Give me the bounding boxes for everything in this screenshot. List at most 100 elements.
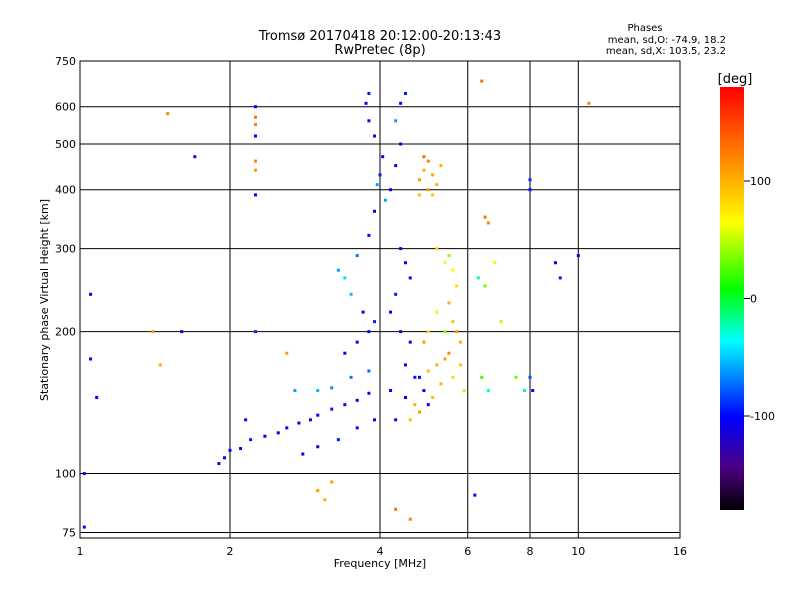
data-point [435,183,439,187]
data-point [343,276,347,280]
data-point [422,340,426,344]
data-point [361,310,365,314]
data-point [422,155,426,159]
data-point [443,330,447,334]
data-points [82,79,591,529]
data-point [158,363,162,367]
data-point [253,123,257,127]
data-point [383,198,387,202]
x-tick-label: 2 [227,545,234,558]
data-point [394,164,398,168]
data-point [82,525,86,529]
data-point [389,310,393,314]
data-point [89,357,93,361]
data-point [399,101,403,105]
stats-line-x: mean, sd,X: 103.5, 23.2 [606,46,726,57]
data-point [367,391,371,395]
data-point [486,389,490,393]
data-point [378,173,382,177]
data-point [323,498,327,502]
data-point [349,375,353,379]
data-point [431,193,435,197]
data-point [253,159,257,163]
data-point [253,168,257,172]
colorbar-tick-label: -100 [750,410,775,423]
data-point [355,398,359,402]
data-point [375,183,379,187]
data-point [435,247,439,251]
data-point [166,112,170,116]
data-point [447,301,451,305]
data-point [587,101,591,105]
data-point [228,448,232,452]
data-point [426,159,430,163]
data-point [447,254,451,258]
data-point [413,375,417,379]
data-point [263,434,267,438]
data-point [394,507,398,511]
data-point [336,268,340,272]
data-point [330,407,334,411]
data-point [367,91,371,95]
data-point [253,193,257,197]
data-point [394,418,398,422]
data-point [253,330,257,334]
data-point [476,276,480,280]
y-tick-label: 500 [55,138,76,151]
data-point [373,209,377,213]
colorbar-ticks: 100 0 -100 [744,175,775,423]
data-point [399,142,403,146]
x-axis-label: Frequency [MHz] [334,557,426,570]
data-point [389,188,393,192]
data-point [253,115,257,119]
data-point [355,254,359,258]
chart-subtitle: RwPretec (8p) [334,43,425,58]
data-point [151,330,155,334]
y-tick-label: 100 [55,468,76,481]
data-point [253,105,257,109]
data-point [343,351,347,355]
data-point [480,79,484,83]
data-point [316,489,320,493]
data-point [394,292,398,296]
data-point [403,395,407,399]
data-point [355,340,359,344]
y-axis-label: Stationary phase Virtual Height [km] [38,199,51,401]
chart-title: Tromsø 20170418 20:12:00-20:13:43 [258,29,501,44]
data-point [443,261,447,265]
data-point [431,173,435,177]
data-point [367,119,371,123]
data-point [426,369,430,373]
data-point [239,447,243,451]
data-point [458,340,462,344]
data-point [514,375,518,379]
data-point [483,215,487,219]
y-tick-label: 600 [55,101,76,114]
data-point [367,330,371,334]
x-axis-ticks: 1 2 4 6 8 10 16 [77,545,688,558]
data-point [285,351,289,355]
data-point [330,480,334,484]
x-tick-label: 10 [571,545,585,558]
data-point [355,426,359,430]
data-point [422,168,426,172]
data-point [528,375,532,379]
data-point [180,330,184,334]
data-point [399,330,403,334]
x-tick-label: 6 [464,545,471,558]
data-point [367,233,371,237]
data-point [223,456,227,460]
data-point [285,426,289,430]
colorbar [720,87,744,510]
data-point [343,403,347,407]
colorbar-tick-label: 0 [750,293,757,306]
data-point [451,320,455,324]
data-point [455,330,459,334]
data-point [493,261,497,265]
data-point [486,221,490,225]
data-point [373,320,377,324]
data-point [439,382,443,386]
data-point [417,193,421,197]
data-point [455,284,459,288]
